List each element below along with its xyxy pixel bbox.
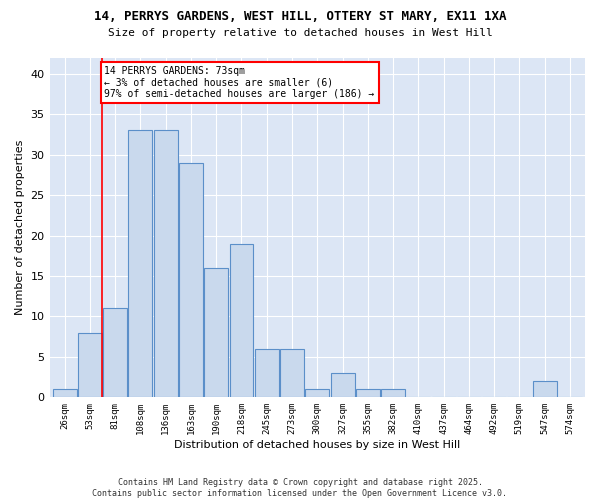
Bar	[103, 308, 127, 398]
Text: Size of property relative to detached houses in West Hill: Size of property relative to detached ho…	[107, 28, 493, 38]
Bar	[128, 130, 152, 398]
Bar	[78, 332, 102, 398]
X-axis label: Distribution of detached houses by size in West Hill: Distribution of detached houses by size …	[174, 440, 460, 450]
Bar	[356, 389, 380, 398]
Bar	[280, 349, 304, 398]
Y-axis label: Number of detached properties: Number of detached properties	[15, 140, 25, 315]
Bar	[179, 162, 203, 398]
Bar	[533, 381, 557, 398]
Bar	[154, 130, 178, 398]
Bar	[230, 244, 253, 398]
Bar	[204, 268, 228, 398]
Bar	[305, 389, 329, 398]
Bar	[255, 349, 279, 398]
Bar	[331, 373, 355, 398]
Text: 14 PERRYS GARDENS: 73sqm
← 3% of detached houses are smaller (6)
97% of semi-det: 14 PERRYS GARDENS: 73sqm ← 3% of detache…	[104, 66, 375, 99]
Bar	[381, 389, 405, 398]
Text: Contains HM Land Registry data © Crown copyright and database right 2025.
Contai: Contains HM Land Registry data © Crown c…	[92, 478, 508, 498]
Bar	[53, 389, 77, 398]
Text: 14, PERRYS GARDENS, WEST HILL, OTTERY ST MARY, EX11 1XA: 14, PERRYS GARDENS, WEST HILL, OTTERY ST…	[94, 10, 506, 23]
